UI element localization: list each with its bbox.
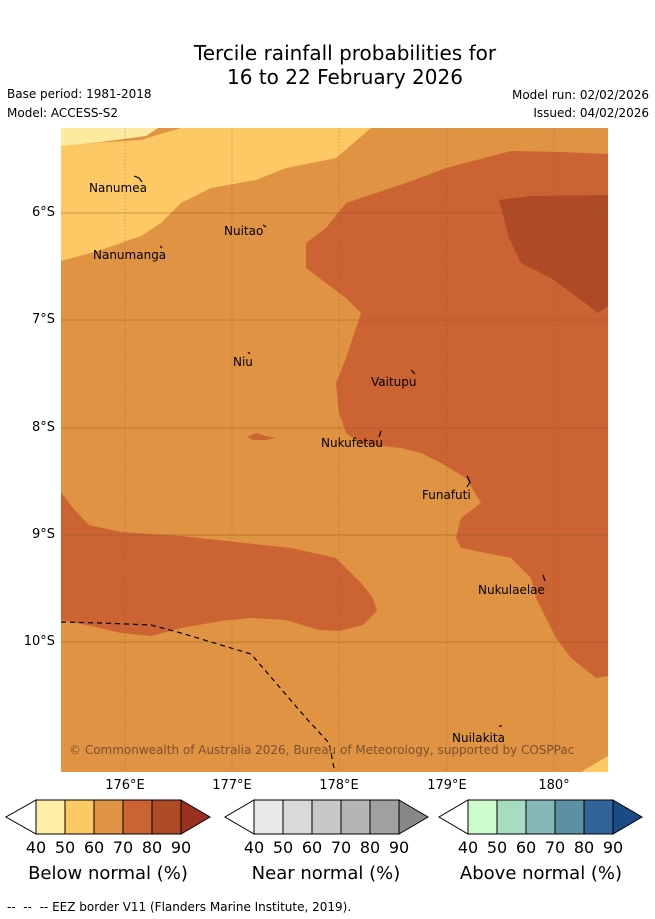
colorbars xyxy=(4,799,643,835)
island-vaitupu xyxy=(410,369,416,375)
lon-label-179e: 179°E xyxy=(427,778,467,793)
map-region-70-80-small xyxy=(247,433,276,440)
colorbar-above-swatch-4 xyxy=(583,799,614,835)
tick-label: 40 xyxy=(243,838,265,857)
colorbar-near-swatch-1 xyxy=(282,799,313,835)
model-run: Model run: 02/02/2026 xyxy=(511,88,649,102)
place-label-nuilakita: Nuilakita xyxy=(452,731,505,745)
map-graticule xyxy=(61,128,608,772)
island-nuitao xyxy=(262,224,267,228)
tick-label: 90 xyxy=(170,838,192,857)
colorbar-near-swatch-3 xyxy=(340,799,371,835)
eez-legend-text: EEZ border V11 (Flanders Marine Institut… xyxy=(52,900,352,914)
colorbar-near-swatch-2 xyxy=(311,799,342,835)
colorbar-above-swatch-0 xyxy=(467,799,498,835)
colorbar-near-swatch-4 xyxy=(369,799,400,835)
place-label-nukufetau: Nukufetau xyxy=(321,436,384,450)
eez-border xyxy=(61,621,335,769)
tick-label: 60 xyxy=(83,838,105,857)
colorbar-near-swatch-0 xyxy=(253,799,284,835)
lon-label-178e: 178°E xyxy=(319,778,359,793)
copyright-notice: © Commonwealth of Australia 2026, Bureau… xyxy=(69,743,575,757)
colorbar-above-min-arrow xyxy=(438,799,469,835)
map-region-50-60-corner xyxy=(581,756,608,772)
colorbar-near-title: Near normal (%) xyxy=(251,863,401,884)
tick-label: 70 xyxy=(330,838,352,857)
island-nanumanga xyxy=(159,245,163,249)
island-nukufetau xyxy=(378,430,382,438)
issued-date: Issued: 04/02/2026 xyxy=(533,106,649,120)
map-region-70-80-west xyxy=(61,492,377,636)
tick-label: 90 xyxy=(602,838,624,857)
lat-label-7s: 7°S xyxy=(31,312,55,327)
map-region-50-60 xyxy=(61,128,371,261)
tick-label: 70 xyxy=(112,838,134,857)
tick-label: 60 xyxy=(515,838,537,857)
eez-legend: -- -- -- EEZ border V11 (Flanders Marine… xyxy=(7,900,351,914)
colorbar-above-swatch-3 xyxy=(554,799,585,835)
colorbar-below-swatch-0 xyxy=(35,799,66,835)
tick-label: 40 xyxy=(457,838,479,857)
lat-label-10s: 10°S xyxy=(23,634,55,649)
lon-label-176e: 176°E xyxy=(105,778,145,793)
map-title-line1: Tercile rainfall probabilities for xyxy=(193,41,497,65)
map-region-80-90 xyxy=(499,195,608,313)
colorbar-above-swatch-1 xyxy=(496,799,527,835)
colorbar-above-title: Above normal (%) xyxy=(459,863,623,884)
tick-label: 50 xyxy=(486,838,508,857)
colorbar-below-normal xyxy=(4,799,211,835)
colorbar-below-swatch-2 xyxy=(93,799,124,835)
colorbar-below-min-arrow xyxy=(4,799,37,835)
tick-label: 60 xyxy=(301,838,323,857)
tick-label: 80 xyxy=(359,838,381,857)
colorbar-near-normal xyxy=(224,799,429,835)
island-niu xyxy=(247,351,251,355)
colorbar-above-normal xyxy=(438,799,643,835)
place-label-nanumanga: Nanumanga xyxy=(93,248,167,262)
rainfall-map xyxy=(61,128,608,772)
map-region-70-80-east xyxy=(306,151,608,678)
place-label-nuitao: Nuitao xyxy=(224,224,264,238)
tick-label: 50 xyxy=(272,838,294,857)
map-region-40-50 xyxy=(61,128,158,146)
tick-label: 80 xyxy=(141,838,163,857)
map-title-line2: 16 to 22 February 2026 xyxy=(227,65,463,89)
colorbar-near-min-arrow xyxy=(224,799,255,835)
tick-label: 70 xyxy=(544,838,566,857)
lat-label-9s: 9°S xyxy=(31,527,55,542)
tick-label: 80 xyxy=(573,838,595,857)
tick-label: 90 xyxy=(388,838,410,857)
place-label-vaitupu: Vaitupu xyxy=(371,375,417,389)
tick-label: 50 xyxy=(54,838,76,857)
colorbar-below-max-arrow xyxy=(180,799,211,835)
colorbar-above-max-arrow xyxy=(612,799,643,835)
place-label-funafuti: Funafuti xyxy=(422,488,471,502)
base-period: Base period: 1981-2018 xyxy=(7,87,152,101)
colorbar-below-swatch-3 xyxy=(122,799,153,835)
island-shapes xyxy=(133,175,546,727)
lat-label-6s: 6°S xyxy=(31,205,55,220)
model-name: Model: ACCESS-S2 xyxy=(7,106,119,120)
island-nanumea xyxy=(133,175,143,183)
colorbar-below-title: Below normal (%) xyxy=(28,863,188,884)
place-label-niu: Niu xyxy=(233,355,253,369)
place-label-nukulaelae: Nukulaelae xyxy=(478,583,545,597)
lat-label-8s: 8°S xyxy=(31,420,55,435)
island-funafuti xyxy=(466,475,471,488)
colorbar-above-swatch-2 xyxy=(525,799,556,835)
lon-label-177e: 177°E xyxy=(212,778,252,793)
island-nukulaelae xyxy=(542,574,546,582)
tick-label: 40 xyxy=(25,838,47,857)
colorbar-below-swatch-1 xyxy=(64,799,95,835)
colorbar-below-swatch-4 xyxy=(151,799,182,835)
colorbar-near-max-arrow xyxy=(398,799,429,835)
eez-legend-line-symbol: -- -- -- xyxy=(7,900,53,914)
place-label-nanumea: Nanumea xyxy=(89,181,147,195)
lon-label-180: 180° xyxy=(538,778,570,793)
